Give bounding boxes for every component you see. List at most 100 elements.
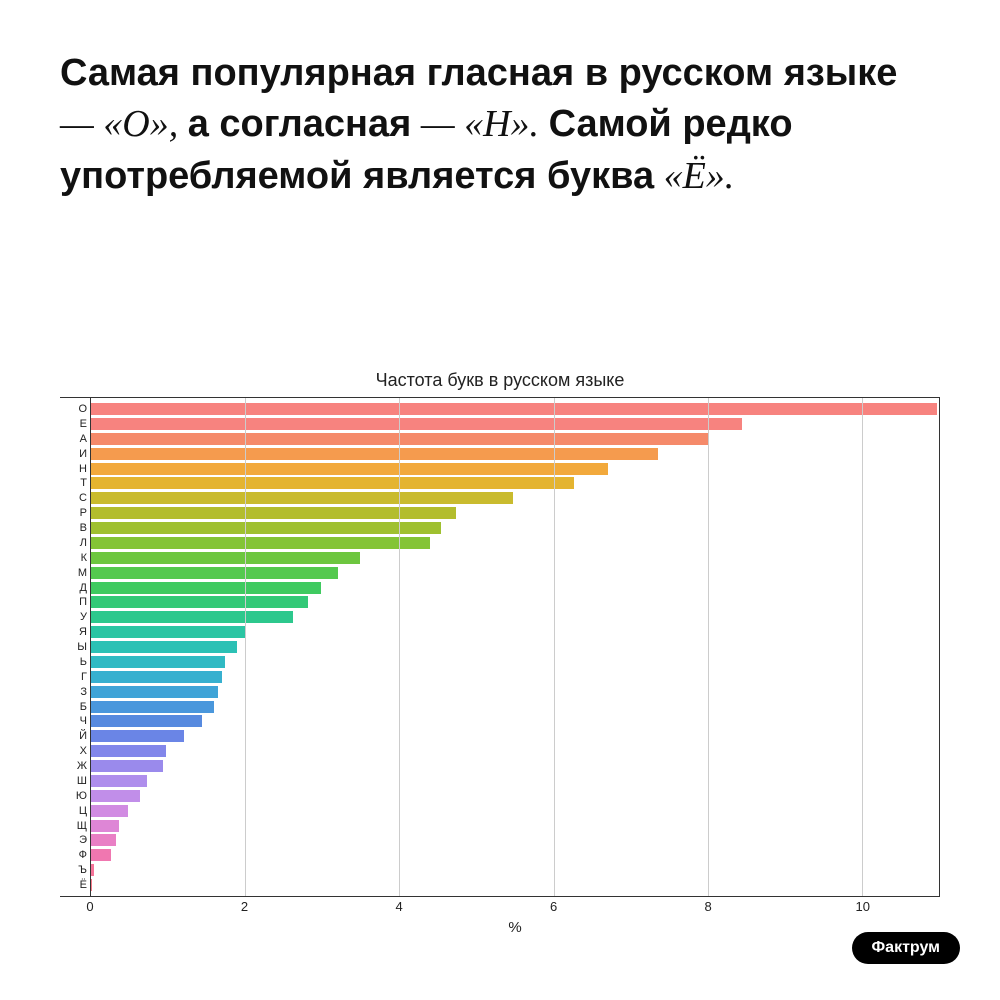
bar-row: Г — [91, 670, 939, 684]
bar-row: Р — [91, 506, 939, 520]
bar — [91, 745, 166, 757]
bar-letter-label: К — [63, 552, 87, 564]
bar-row: Ш — [91, 774, 939, 788]
bar-row: В — [91, 521, 939, 535]
bar-letter-label: А — [63, 433, 87, 445]
chart-grid-line — [399, 398, 400, 896]
bar-row: Ж — [91, 759, 939, 773]
source-badge: Фактрум — [852, 932, 960, 964]
bar-row: Ъ — [91, 863, 939, 877]
bar-row: Ф — [91, 848, 939, 862]
bar-letter-label: Ш — [63, 775, 87, 787]
bar — [91, 463, 608, 475]
bar-row: У — [91, 610, 939, 624]
bar-row: Е — [91, 417, 939, 431]
bar-row: М — [91, 566, 939, 580]
bar-letter-label: П — [63, 596, 87, 608]
bar — [91, 507, 456, 519]
bar-letter-label: Б — [63, 701, 87, 713]
chart-x-ticks: 0246810 — [90, 897, 940, 917]
chart-grid-line — [862, 398, 863, 896]
bar-row: П — [91, 595, 939, 609]
headline-part2: — «О», — [60, 103, 188, 145]
bar-row: Б — [91, 700, 939, 714]
headline-text: Самая популярная гласная в русском языке… — [60, 48, 920, 202]
bar-row: О — [91, 402, 939, 416]
bar-letter-label: Т — [63, 477, 87, 489]
bar — [91, 715, 202, 727]
bar-letter-label: Е — [63, 418, 87, 430]
bar-letter-label: Г — [63, 671, 87, 683]
bar — [91, 671, 222, 683]
bar — [91, 790, 140, 802]
bar-row: Ц — [91, 804, 939, 818]
bar-letter-label: О — [63, 403, 87, 415]
headline-part1: Самая популярная гласная в русском языке — [60, 52, 897, 94]
chart-plot-area: ОЕАИНТСРВЛКМДПУЯЫЬГЗБЧЙХЖШЮЦЩЭФЪЁ — [60, 397, 940, 897]
bar-row: И — [91, 447, 939, 461]
bar — [91, 492, 513, 504]
source-badge-label: Фактрум — [872, 939, 940, 956]
bar-row: Ё — [91, 878, 939, 892]
bar — [91, 477, 574, 489]
bar-row: Л — [91, 536, 939, 550]
bar-row: Й — [91, 729, 939, 743]
bar-letter-label: Р — [63, 507, 87, 519]
bar-letter-label: В — [63, 522, 87, 534]
bar-row: Щ — [91, 819, 939, 833]
bar-letter-label: З — [63, 686, 87, 698]
bar — [91, 626, 246, 638]
chart-title: Частота букв в русском языке — [60, 370, 940, 391]
chart-grid-line — [708, 398, 709, 896]
bar-letter-label: Ы — [63, 641, 87, 653]
bar-row: С — [91, 491, 939, 505]
bar — [91, 611, 293, 623]
headline-part3: а согласная — [188, 103, 412, 145]
bar — [91, 834, 116, 846]
bar-row: Т — [91, 476, 939, 490]
bar — [91, 582, 321, 594]
bar-row: Н — [91, 462, 939, 476]
bar — [91, 820, 119, 832]
bar — [91, 522, 441, 534]
bar-row: Ч — [91, 714, 939, 728]
chart-bars-container: ОЕАИНТСРВЛКМДПУЯЫЬГЗБЧЙХЖШЮЦЩЭФЪЁ — [91, 402, 939, 892]
bar-letter-label: Ъ — [63, 864, 87, 876]
bar-letter-label: Й — [63, 730, 87, 742]
bar-letter-label: Ю — [63, 790, 87, 802]
bar — [91, 403, 937, 415]
chart-x-tick: 2 — [241, 899, 248, 914]
chart-x-tick: 8 — [705, 899, 712, 914]
bar-letter-label: Ё — [63, 879, 87, 891]
bar-row: Ы — [91, 640, 939, 654]
bar-letter-label: Д — [63, 582, 87, 594]
bar-letter-label: Ф — [63, 849, 87, 861]
chart-x-tick: 6 — [550, 899, 557, 914]
bar — [91, 775, 147, 787]
bar-letter-label: Л — [63, 537, 87, 549]
bar — [91, 864, 94, 876]
bar-row: Ю — [91, 789, 939, 803]
bar-letter-label: М — [63, 567, 87, 579]
bar-letter-label: Щ — [63, 820, 87, 832]
bar — [91, 567, 338, 579]
bar-row: Я — [91, 625, 939, 639]
bar-letter-label: Ь — [63, 656, 87, 668]
bar-letter-label: Я — [63, 626, 87, 638]
bar — [91, 596, 308, 608]
chart-x-tick: 10 — [855, 899, 869, 914]
bar — [91, 656, 225, 668]
chart-grid-line — [245, 398, 246, 896]
bar — [91, 418, 742, 430]
bar — [91, 701, 214, 713]
chart-x-label: % — [90, 919, 940, 936]
headline-part4: — «Н». — [411, 103, 548, 145]
headline-part6: «Ё». — [654, 155, 734, 197]
chart-plot-inner: ОЕАИНТСРВЛКМДПУЯЫЬГЗБЧЙХЖШЮЦЩЭФЪЁ — [90, 398, 939, 896]
chart-grid-line — [554, 398, 555, 896]
bar-letter-label: Э — [63, 834, 87, 846]
bar — [91, 849, 111, 861]
bar — [91, 448, 658, 460]
bar-letter-label: У — [63, 611, 87, 623]
bar-row: Х — [91, 744, 939, 758]
